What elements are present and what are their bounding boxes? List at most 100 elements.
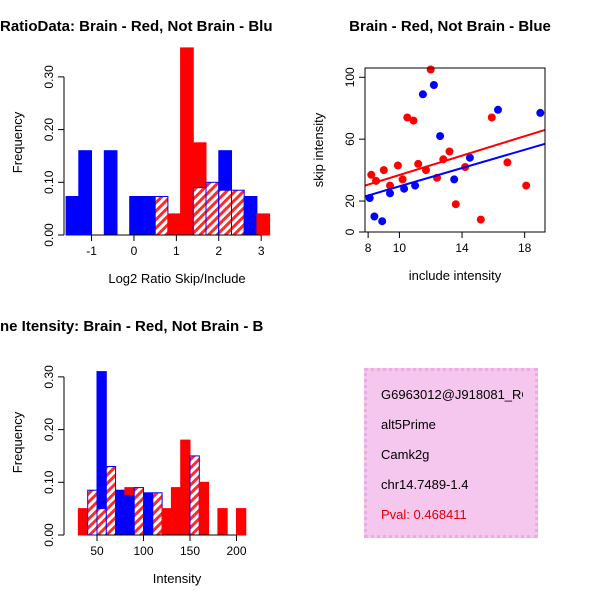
y-axis-label: Frequency xyxy=(10,111,25,173)
scatter-point xyxy=(476,215,485,224)
y-tick-label: 0.20 xyxy=(42,418,56,442)
pvalue: Pval: 0.468411 xyxy=(381,507,467,522)
y-tick-label: 0.00 xyxy=(42,223,56,247)
y-tick-label: 0.10 xyxy=(42,470,56,494)
y-tick-label: 0.10 xyxy=(42,170,56,194)
axes xyxy=(58,376,238,541)
hist-bar xyxy=(231,189,245,236)
x-tick-label: 100 xyxy=(134,544,154,558)
intensity-histogram-chart: 50 100 150 200 0.00 0.10 0.20 0.30 Intensity Freq… xyxy=(10,365,247,586)
panel-intensity-histogram: ne Itensity: Brain - Red, Not Brain - B … xyxy=(0,300,300,600)
ratio-hist-title: RatioData: Brain - Red, Not Brain - Blu xyxy=(0,18,273,35)
tick-labels: 50 100 150 200 0.00 0.10 0.20 0.30 xyxy=(42,365,247,558)
hist-bar xyxy=(87,489,98,536)
hist-bar xyxy=(161,508,172,536)
scatter-point xyxy=(378,217,387,226)
hist-bar xyxy=(77,508,89,536)
scatter-point xyxy=(522,181,531,190)
fit-line xyxy=(364,142,546,198)
hist-bar xyxy=(180,47,194,236)
scatter-points xyxy=(365,65,545,226)
scatter-point xyxy=(409,116,418,125)
histogram-bars xyxy=(65,47,271,236)
hist-bar xyxy=(65,196,80,236)
scatter-point xyxy=(436,132,445,141)
y-tick-label: 0 xyxy=(343,228,357,235)
hist-bar xyxy=(167,213,182,236)
hist-bar xyxy=(243,196,258,236)
x-tick-label: 1 xyxy=(173,244,180,258)
y-tick-label: 0.30 xyxy=(42,65,56,89)
scatter-point xyxy=(445,147,454,156)
x-tick-label: 0 xyxy=(131,244,138,258)
scatter-chart: 8 10 14 18 0 20 60 100 include intensity skip int… xyxy=(311,65,546,283)
regression-lines xyxy=(364,128,546,198)
scatter-point xyxy=(429,81,438,89)
intensity-hist-title: ne Itensity: Brain - Red, Not Brain - B xyxy=(0,318,264,335)
x-axis-label: Log2 Ratio Skip/Include xyxy=(108,271,245,286)
splice-type: alt5Prime xyxy=(381,417,436,432)
gene-id: G6963012@J918081_RC xyxy=(381,387,523,402)
x-tick-label: 8 xyxy=(365,241,372,255)
scatter-title: Brain - Red, Not Brain - Blue xyxy=(349,18,551,35)
chromosome-location: chr14.7489-1.4 xyxy=(381,477,469,492)
scatter-point xyxy=(487,113,496,122)
y-tick-label: 0.30 xyxy=(42,365,56,389)
scatter-point xyxy=(379,166,388,175)
scatter-point xyxy=(503,158,512,167)
ratio-histogram-chart: -1 0 1 2 3 0.00 0.10 0.20 0.30 Log2 Ratio Skip/In… xyxy=(10,47,271,286)
scatter-point xyxy=(386,189,394,198)
scatter-point xyxy=(536,108,545,117)
y-tick-label: 60 xyxy=(343,132,357,146)
fit-line xyxy=(364,128,546,187)
hist-bar xyxy=(192,187,207,236)
hist-bar xyxy=(154,196,169,236)
x-tick-label: 2 xyxy=(215,244,222,258)
x-axis-label: Intensity xyxy=(153,571,202,586)
scatter-point xyxy=(398,175,407,184)
x-tick-label: -1 xyxy=(86,244,97,258)
scatter-point xyxy=(403,113,412,122)
scatter-point xyxy=(370,212,379,221)
hist-bar xyxy=(189,455,200,536)
gene-info-box: G6963012@J918081_RC alt5Prime Camk2g chr… xyxy=(364,368,538,538)
y-tick-label: 100 xyxy=(343,67,357,87)
hist-bar xyxy=(141,196,156,236)
axes xyxy=(58,76,262,241)
scatter-point xyxy=(494,105,502,114)
x-tick-label: 200 xyxy=(227,544,247,558)
hist-bar xyxy=(152,492,163,536)
hist-bar xyxy=(180,439,191,536)
hist-bar xyxy=(103,150,118,236)
hist-bar xyxy=(115,489,126,536)
scatter-point xyxy=(450,175,459,184)
x-tick-label: 150 xyxy=(180,544,200,558)
scatter-point xyxy=(411,181,420,190)
scatter-point xyxy=(367,170,376,179)
tick-labels: -1 0 1 2 3 0.00 0.10 0.20 0.30 xyxy=(42,65,265,258)
hist-bar xyxy=(256,213,271,236)
scatter-point xyxy=(451,200,460,209)
hist-bar xyxy=(96,508,107,536)
scatter-point xyxy=(414,159,423,168)
y-tick-label: 20 xyxy=(343,194,357,208)
panel-scatter: Brain - Red, Not Brain - Blue 8 10 14 18 0 20… xyxy=(300,0,600,300)
hist-bar xyxy=(129,196,143,236)
scatter-point xyxy=(426,65,435,74)
hist-bar xyxy=(170,487,182,536)
hist-bar xyxy=(218,189,233,236)
x-tick-label: 3 xyxy=(258,244,265,258)
scatter-point xyxy=(400,184,409,193)
hist-bar xyxy=(198,481,210,536)
hist-bar xyxy=(105,466,117,536)
scatter-point xyxy=(393,161,402,170)
axes xyxy=(359,67,546,238)
y-axis-label: Frequency xyxy=(10,411,25,473)
hist-bar xyxy=(236,508,247,536)
hist-bar xyxy=(205,181,220,236)
x-axis-label: include intensity xyxy=(409,268,502,283)
scatter-point xyxy=(418,90,427,99)
panel-ratio-histogram: RatioData: Brain - Red, Not Brain - Blu … xyxy=(0,0,300,300)
tick-labels: 8 10 14 18 0 20 60 100 xyxy=(343,67,532,255)
